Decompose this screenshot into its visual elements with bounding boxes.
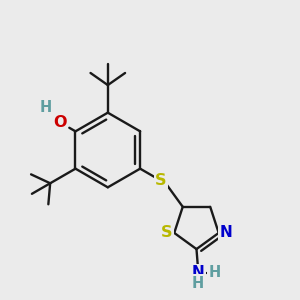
- Text: O: O: [53, 115, 67, 130]
- Text: S: S: [155, 173, 167, 188]
- Text: S: S: [161, 225, 172, 240]
- Text: H: H: [209, 265, 221, 280]
- Text: H: H: [39, 100, 52, 115]
- Text: N: N: [220, 225, 232, 240]
- Text: N: N: [192, 265, 205, 280]
- Text: H: H: [192, 276, 204, 291]
